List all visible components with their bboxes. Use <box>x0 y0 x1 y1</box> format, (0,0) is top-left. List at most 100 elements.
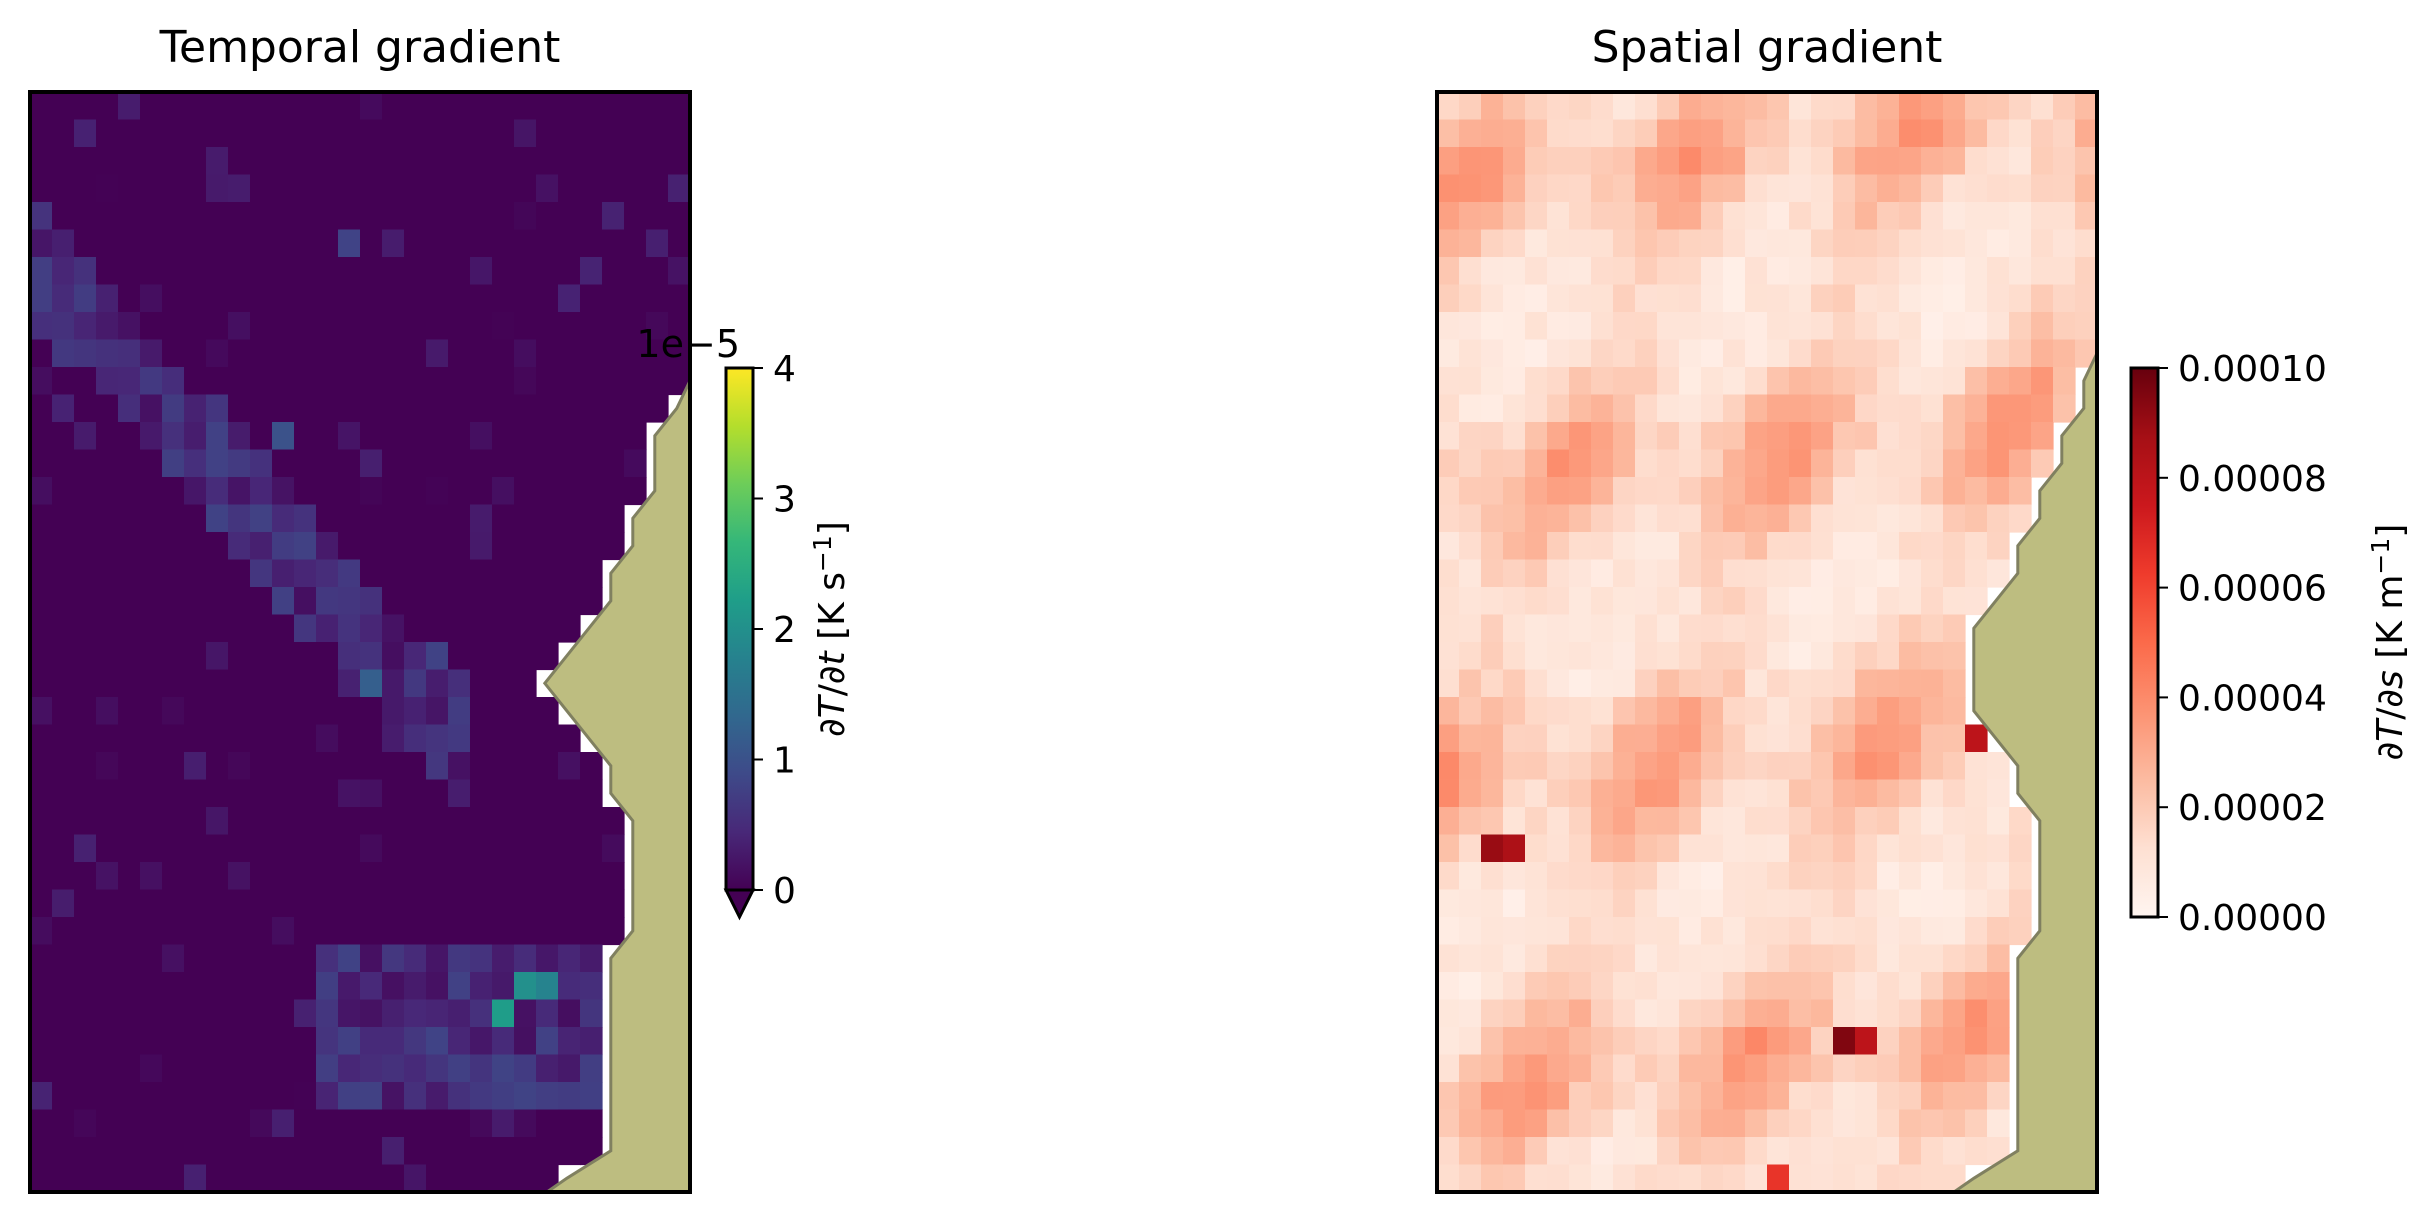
heatmap-cell <box>1899 587 1922 616</box>
heatmap-cell <box>2031 367 2054 396</box>
heatmap-cell <box>580 367 603 396</box>
heatmap-cell <box>1591 174 1614 203</box>
heatmap-cell <box>162 779 185 808</box>
heatmap-cell <box>1481 257 1504 286</box>
heatmap-cell <box>536 724 559 753</box>
heatmap-cell <box>536 284 559 313</box>
heatmap-cell <box>1833 1109 1856 1138</box>
heatmap-cell <box>1899 972 1922 1001</box>
heatmap-cell <box>668 119 691 148</box>
heatmap-cell <box>162 999 185 1028</box>
heatmap-cell <box>382 92 405 121</box>
heatmap-cell <box>1701 339 1724 368</box>
heatmap-cell <box>1921 834 1944 863</box>
heatmap-cell <box>250 92 273 121</box>
heatmap-cell <box>294 1137 317 1166</box>
heatmap-cell <box>426 449 449 478</box>
heatmap-cell <box>426 779 449 808</box>
heatmap-cell <box>1657 284 1680 313</box>
heatmap-cell <box>250 807 273 836</box>
heatmap-cell <box>1767 202 1790 231</box>
heatmap-cell <box>162 752 185 781</box>
heatmap-cell <box>1635 174 1658 203</box>
heatmap-cell <box>1987 807 2010 836</box>
heatmap-cell <box>184 972 207 1001</box>
heatmap-cell <box>294 477 317 506</box>
heatmap-cell <box>1459 917 1482 946</box>
heatmap-cell <box>1437 284 1460 313</box>
heatmap-cell <box>448 422 471 451</box>
heatmap-cell <box>426 862 449 891</box>
heatmap-cell <box>360 642 383 671</box>
heatmap-cell <box>426 697 449 726</box>
heatmap-cell <box>316 92 339 121</box>
heatmap-cell <box>1811 642 1834 671</box>
heatmap-cell <box>228 752 251 781</box>
heatmap-cell <box>1965 752 1988 781</box>
heatmap-cell <box>404 1164 427 1193</box>
heatmap-cell <box>646 394 669 423</box>
heatmap-cell <box>1855 477 1878 506</box>
heatmap-cell <box>1481 504 1504 533</box>
heatmap-cell <box>2009 807 2032 836</box>
heatmap-cell <box>1767 807 1790 836</box>
heatmap-cell <box>1459 339 1482 368</box>
heatmap-cell <box>1855 174 1878 203</box>
heatmap-cell <box>1503 779 1526 808</box>
heatmap-cell <box>2031 312 2054 341</box>
heatmap-cell <box>448 1082 471 1111</box>
heatmap-cell <box>1767 532 1790 561</box>
heatmap-cell <box>162 669 185 698</box>
heatmap-cell <box>96 339 119 368</box>
heatmap-cell <box>1943 394 1966 423</box>
heatmap-cell <box>514 972 537 1001</box>
heatmap-cell <box>206 1054 229 1083</box>
heatmap-cell <box>206 642 229 671</box>
heatmap-cell <box>74 724 97 753</box>
heatmap-cell <box>470 944 493 973</box>
heatmap-cell <box>536 642 559 671</box>
heatmap-cell <box>250 972 273 1001</box>
heatmap-cell <box>536 422 559 451</box>
heatmap-cell <box>1547 1137 1570 1166</box>
heatmap-cell <box>1635 669 1658 698</box>
heatmap-cell <box>1877 1137 1900 1166</box>
heatmap-cell <box>404 889 427 918</box>
heatmap-cell <box>514 284 537 313</box>
heatmap-cell <box>1503 697 1526 726</box>
heatmap-cell <box>30 312 53 341</box>
heatmap-cell <box>162 174 185 203</box>
heatmap-cell <box>404 174 427 203</box>
heatmap-cell <box>184 862 207 891</box>
heatmap-cell <box>1547 614 1570 643</box>
heatmap-cell <box>1965 1109 1988 1138</box>
heatmap-cell <box>1591 147 1614 176</box>
heatmap-cell <box>1481 642 1504 671</box>
heatmap-cell <box>1921 1109 1944 1138</box>
heatmap-cell <box>52 532 75 561</box>
heatmap-cell <box>338 174 361 203</box>
heatmap-cell <box>140 147 163 176</box>
heatmap-cell <box>2009 889 2032 918</box>
heatmap-cell <box>1613 284 1636 313</box>
heatmap-cell <box>162 449 185 478</box>
heatmap-cell <box>118 697 141 726</box>
heatmap-cell <box>206 284 229 313</box>
heatmap-cell <box>52 724 75 753</box>
heatmap-cell <box>118 724 141 753</box>
heatmap-cell <box>1943 312 1966 341</box>
heatmap-cell <box>1789 1137 1812 1166</box>
heatmap-cell <box>1833 202 1856 231</box>
heatmap-cell <box>448 889 471 918</box>
heatmap-cell <box>1987 119 2010 148</box>
heatmap-cell <box>492 972 515 1001</box>
heatmap-cell <box>338 559 361 588</box>
heatmap-cell <box>1921 752 1944 781</box>
heatmap-cell <box>1943 642 1966 671</box>
heatmap-cell <box>2075 92 2098 121</box>
heatmap-cell <box>1789 449 1812 478</box>
heatmap-cell <box>426 229 449 258</box>
heatmap-cell <box>294 642 317 671</box>
heatmap-cell <box>1811 422 1834 451</box>
